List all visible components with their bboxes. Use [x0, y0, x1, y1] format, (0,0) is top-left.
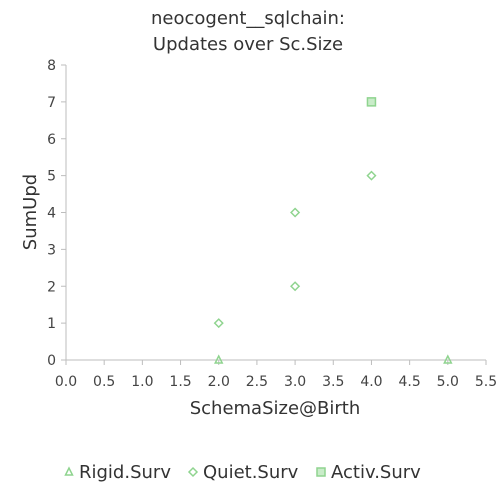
x-tick-label: 4.5 [399, 374, 421, 390]
x-tick-label: 1.0 [131, 374, 153, 390]
y-tick-label: 2 [47, 279, 56, 295]
x-tick-label: 2.5 [246, 374, 268, 390]
y-tick-label: 4 [47, 206, 56, 222]
y-tick-label: 3 [47, 242, 56, 258]
legend-marker-rigid-surv [64, 466, 74, 476]
point-activ-surv-box [366, 97, 377, 107]
y-tick-label: 7 [47, 95, 56, 111]
legend-marker-activ-surv-box [316, 467, 326, 477]
point-quiet-surv [213, 318, 224, 329]
legend-item-rigid-surv: Rigid.Surv [64, 462, 171, 483]
y-tick-label: 1 [47, 316, 56, 332]
y-tick-label: 8 [47, 58, 56, 74]
legend-marker-quiet-surv [187, 466, 199, 478]
x-tick-label: 5.0 [437, 374, 459, 390]
x-tick-label: 0.0 [55, 374, 77, 390]
y-axis-title: SumUpd [20, 174, 41, 250]
point-quiet-surv [366, 170, 377, 181]
x-tick-label: 2.0 [208, 374, 230, 390]
point-activ-surv [366, 97, 377, 107]
y-tick-label: 5 [47, 169, 56, 185]
x-tick-label: 1.5 [169, 374, 191, 390]
x-tick-label: 3.5 [322, 374, 344, 390]
chart-title-line-2: Updates over Sc.Size [153, 34, 343, 55]
point-rigid-surv [443, 354, 453, 364]
y-tick-label: 6 [47, 132, 56, 148]
data-points [213, 97, 453, 364]
point-rigid-surv [214, 354, 224, 364]
x-tick-label: 5.5 [475, 374, 497, 390]
legend-label-activ-surv: Activ.Surv [331, 462, 421, 483]
legend-label-quiet-surv: Quiet.Surv [203, 462, 299, 483]
legend-item-quiet-surv: Quiet.Surv [187, 462, 299, 483]
point-quiet-surv [290, 281, 301, 292]
legend-marker-activ-surv [316, 467, 326, 477]
x-tick-label: 3.0 [284, 374, 306, 390]
x-tick-label: 4.0 [360, 374, 382, 390]
x-axis-title: SchemaSize@Birth [190, 398, 361, 419]
legend-item-activ-surv: Activ.Surv [316, 462, 421, 483]
point-quiet-surv [290, 207, 301, 218]
chart-title-line-1: neocogent__sqlchain: [151, 8, 345, 29]
x-tick-label: 0.5 [93, 374, 115, 390]
legend: Rigid.Surv Quiet.Surv Activ.Surv [64, 462, 421, 483]
plot-axes: 0 1 2 3 4 5 6 7 8 0.0 0.5 1.0 1.5 2.0 2.5 3.0 3.5 4.0 4.5 5… [47, 58, 497, 390]
legend-label-rigid-surv: Rigid.Surv [79, 462, 171, 483]
y-tick-label: 0 [47, 353, 56, 369]
